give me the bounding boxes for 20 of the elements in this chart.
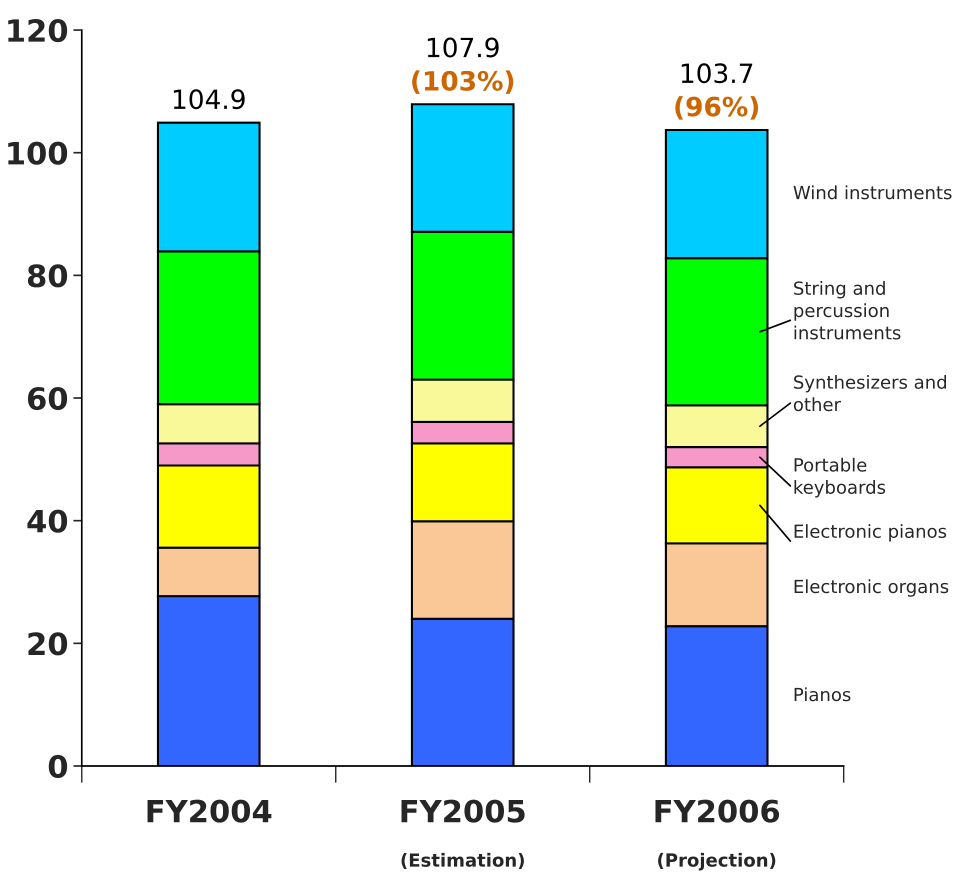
series-label: Electronic organs [794,579,948,597]
legend-label: Electronic pianos [794,524,946,542]
x-tick-label: FY2004 [148,800,272,823]
series-label: Pianos [794,687,850,702]
total-label: 103.7 (96%) [675,63,758,120]
y-tick-label: 20 [28,632,68,656]
y-tick-label: 0 [48,754,68,778]
y-tick-label: 100 [8,142,68,165]
total-label: 107.9 (103%) [412,38,514,94]
y-tick-label: 120 [8,18,68,42]
total-label: 104.9 [174,89,245,110]
series-label: String and percussion instruments [794,281,900,340]
series-label: Synthesizers and other [794,374,946,412]
x-tick-label: FY2005 (Estimation) [402,800,525,870]
series-label: Wind instruments [793,185,952,200]
y-tick-label: 40 [27,510,68,533]
legend-label: Portable keyboards [794,458,886,498]
y-tick-label: 80 [28,264,68,288]
x-tick-label: FY2006 (Projection) [655,800,780,870]
y-tick-label: 60 [28,386,68,410]
